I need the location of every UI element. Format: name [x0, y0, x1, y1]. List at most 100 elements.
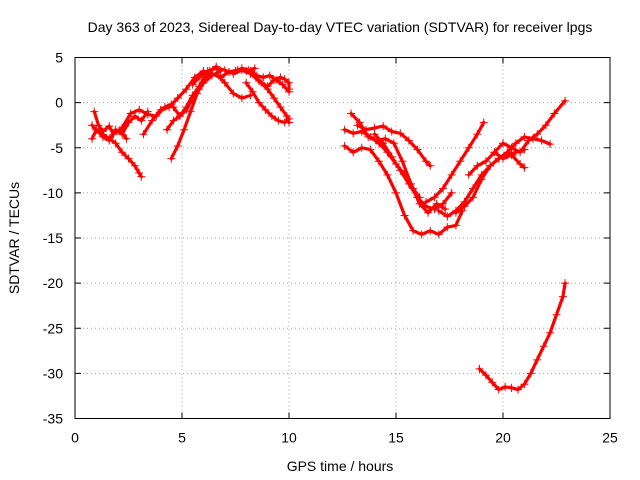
data-point — [464, 170, 473, 179]
data-point — [443, 223, 452, 232]
data-point — [203, 67, 212, 76]
data-point — [513, 385, 522, 394]
data-point — [426, 226, 435, 235]
data-point — [387, 152, 396, 161]
data-point — [490, 148, 499, 157]
data-point — [272, 76, 281, 85]
x-tick-label: 0 — [71, 430, 79, 446]
data-point — [473, 161, 482, 170]
data-point — [349, 148, 358, 157]
y-tick-label: -15 — [43, 230, 63, 246]
data-point — [173, 94, 182, 103]
data-point — [404, 136, 413, 145]
y-axis-label: SDTVAR / TECUs — [6, 182, 22, 294]
series-arc-09 — [188, 64, 293, 127]
data-point — [278, 80, 287, 89]
data-point — [396, 129, 405, 138]
data-point — [366, 145, 375, 154]
data-point — [434, 206, 443, 215]
series-line — [171, 72, 253, 118]
data-point — [430, 205, 439, 214]
data-point — [533, 130, 542, 139]
data-point — [413, 145, 422, 154]
data-point — [561, 96, 570, 105]
data-point — [265, 71, 274, 80]
data-point — [261, 105, 270, 114]
data-point — [561, 279, 570, 288]
series-arc-15 — [347, 109, 450, 217]
data-point — [186, 107, 195, 116]
data-point — [421, 157, 430, 166]
data-point — [539, 342, 548, 351]
data-point — [252, 71, 261, 80]
data-point — [148, 116, 157, 125]
data-point — [280, 75, 289, 84]
data-point — [481, 371, 490, 380]
data-point — [451, 208, 460, 217]
chart-title: Day 363 of 2023, Sidereal Day-to-day VTE… — [88, 19, 593, 35]
data-point — [137, 172, 146, 181]
data-point — [94, 121, 103, 130]
data-point — [362, 125, 371, 134]
data-point — [546, 140, 555, 149]
data-point — [255, 98, 264, 107]
data-point — [507, 383, 516, 392]
data-point — [353, 121, 362, 130]
data-point — [404, 179, 413, 188]
data-point — [389, 139, 398, 148]
data-point — [477, 175, 486, 184]
data-point — [460, 202, 469, 211]
data-point — [109, 130, 118, 139]
grid — [75, 57, 610, 419]
data-point — [143, 110, 152, 119]
data-point — [115, 125, 124, 134]
data-point — [242, 78, 251, 87]
data-point — [486, 161, 495, 170]
data-point — [212, 64, 221, 73]
data-point — [276, 73, 285, 82]
data-point — [220, 78, 229, 87]
data-point — [285, 87, 293, 96]
data-point — [417, 230, 426, 239]
data-point — [257, 78, 266, 87]
data-point — [520, 380, 529, 389]
data-point — [501, 382, 510, 391]
data-point — [92, 125, 101, 134]
data-point — [426, 161, 435, 170]
data-point — [276, 103, 285, 112]
data-point — [250, 64, 259, 73]
data-point — [135, 169, 144, 178]
data-point — [546, 328, 555, 337]
data-point — [396, 166, 405, 175]
data-point — [340, 125, 349, 134]
data-point — [511, 139, 520, 148]
data-point — [163, 125, 172, 134]
data-point — [434, 230, 443, 239]
data-point — [220, 66, 229, 75]
data-point — [409, 226, 418, 235]
plot-area — [88, 62, 570, 394]
x-tick-label: 10 — [281, 430, 297, 446]
data-point — [270, 94, 279, 103]
series-line — [349, 111, 447, 215]
data-point — [550, 109, 559, 118]
data-point — [507, 150, 516, 159]
data-point — [167, 154, 176, 163]
series-arc-12 — [246, 67, 293, 96]
data-point — [387, 127, 396, 136]
series-arc-22 — [490, 148, 529, 172]
data-point — [507, 143, 516, 152]
data-point — [524, 136, 533, 145]
series-line — [355, 123, 432, 168]
data-point — [520, 163, 529, 172]
data-point — [383, 170, 392, 179]
data-point — [195, 73, 204, 82]
series-arc-10 — [231, 64, 293, 94]
data-point — [90, 107, 99, 116]
data-point — [137, 116, 146, 125]
data-point — [182, 85, 191, 94]
data-point — [105, 122, 114, 131]
axes: 0 5 10 15 20 25 5 0 -5 -10 -15 -20 -25 -30 -35 — [43, 50, 618, 446]
data-point — [379, 122, 388, 131]
data-point — [533, 355, 542, 364]
